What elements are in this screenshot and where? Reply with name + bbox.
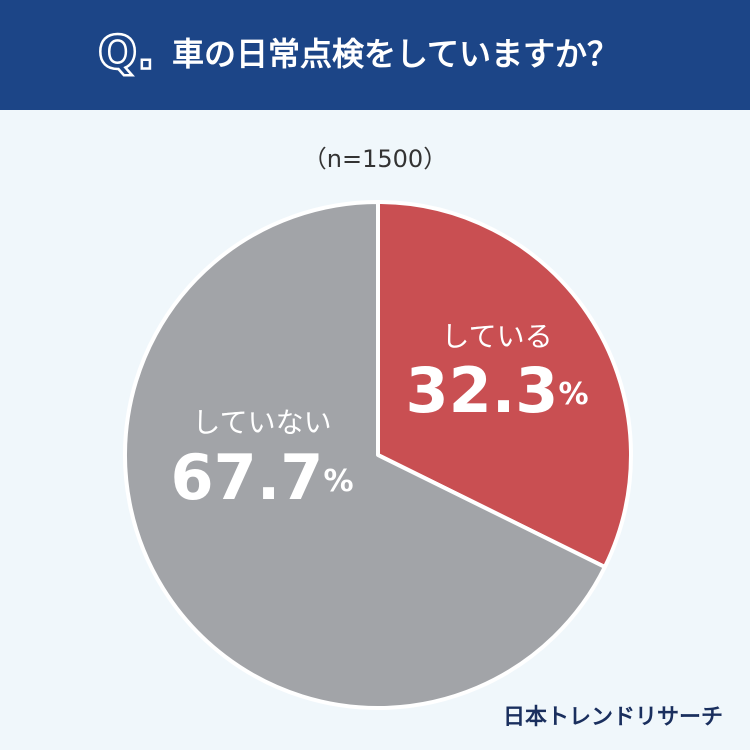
pie-slice — [123, 200, 607, 710]
slice-value: 67.7% — [170, 441, 353, 514]
brand: 日本トレンドリサーチ — [503, 705, 723, 730]
header — [0, 0, 750, 110]
question-badge: Q. — [98, 26, 155, 80]
subtitle: （n=1500） — [303, 145, 447, 173]
chart-title: 車の日常点検をしていますか？ — [172, 35, 619, 73]
slice-label: している — [441, 320, 552, 353]
slice-value: 32.3% — [405, 354, 588, 427]
pie-slice — [376, 200, 633, 570]
slice-label: していない — [192, 406, 331, 439]
